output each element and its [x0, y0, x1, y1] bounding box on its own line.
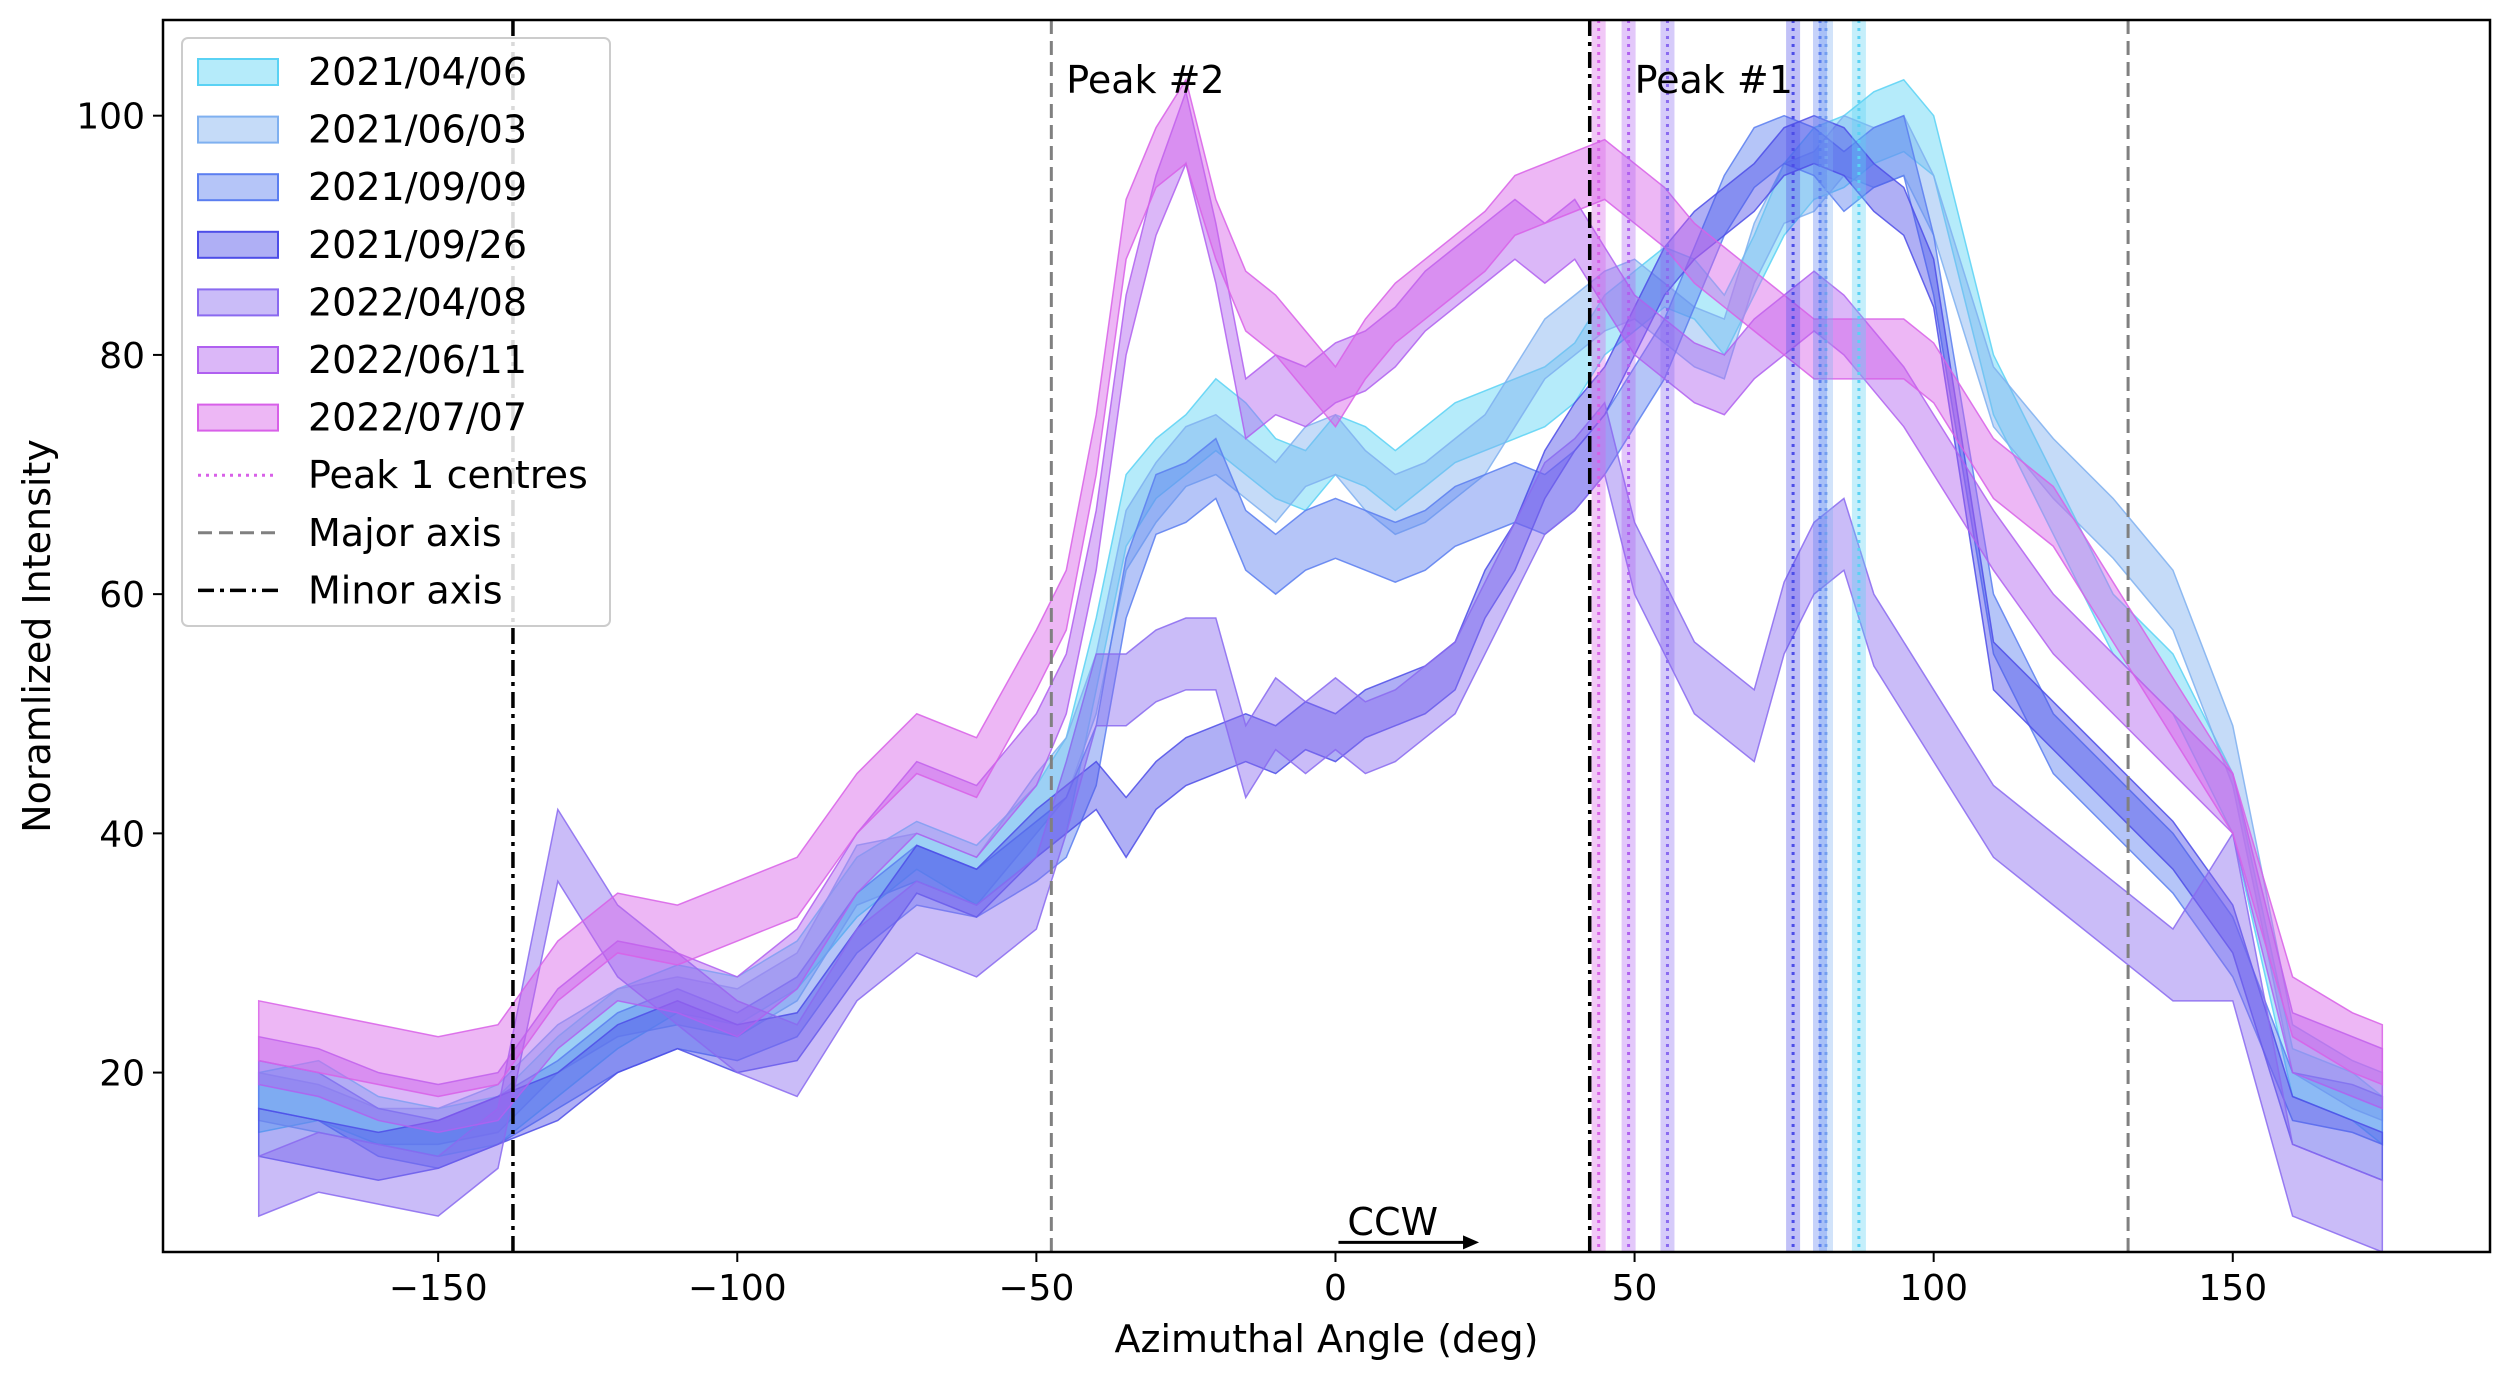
legend-label-peak-1-centres: Peak 1 centres [308, 453, 588, 497]
legend-swatch-2021-09-09 [197, 173, 279, 202]
legend-swatch-2021-06-03 [197, 115, 279, 144]
legend-box [181, 37, 611, 627]
legend-label-minor-axis: Minor axis [308, 568, 503, 612]
legend-swatch-2021-04-06 [197, 58, 279, 86]
band-layer [257, 77, 2384, 1252]
tick-layer: −150 −100 −50 0 50 100 150 20 40 60 80 100 [76, 97, 2267, 1309]
annotation-peak-2: Peak #2 [1066, 58, 1224, 102]
plot-frame [161, 18, 2492, 1254]
legend-label-2022-04-08: 2022/04/08 [308, 280, 527, 324]
band-2022-06-11 [257, 89, 2384, 1134]
legend-label-2021-09-26: 2021/09/26 [308, 223, 527, 267]
x-axis-label: Azimuthal Angle (deg) [1115, 1317, 1539, 1361]
legend-swatch-2022-07-07 [197, 403, 279, 432]
legend-label-2021-04-06: 2021/04/06 [308, 50, 527, 94]
legend: 2021/04/06 2021/06/03 2021/09/09 2021/09/26… [181, 37, 611, 627]
annotation-layer: Peak #2 Peak #1 CCW [1066, 58, 1793, 1250]
ccw-arrow-head [1463, 1235, 1480, 1250]
annotation-ccw: CCW [1347, 1200, 1438, 1244]
x-tick-label: −100 [688, 1268, 787, 1309]
legend-label-major-axis: Major axis [308, 511, 502, 555]
y-tick-label: 80 [99, 336, 145, 377]
band-2022-07-07 [257, 77, 2384, 1098]
y-axis-label: Noramlized Intensity [15, 439, 59, 833]
x-tick-label: −150 [389, 1268, 488, 1309]
peak-centre-layer [1591, 20, 1866, 1252]
legend-label-2022-07-07: 2022/07/07 [308, 396, 527, 440]
legend-label-2022-06-11: 2022/06/11 [308, 338, 527, 382]
x-tick-label: 100 [1899, 1268, 1968, 1309]
y-tick-label: 100 [76, 97, 145, 138]
legend-swatch-2022-06-11 [197, 346, 279, 374]
annotation-peak-1: Peak #1 [1635, 58, 1793, 102]
x-tick-label: 150 [2198, 1268, 2267, 1309]
legend-swatch-2021-09-26 [197, 230, 279, 259]
band-2022-04-08 [257, 401, 2384, 1252]
y-tick-label: 60 [99, 575, 145, 616]
x-tick-label: 50 [1612, 1268, 1658, 1309]
x-tick-label: 0 [1324, 1268, 1347, 1309]
legend-label-2021-09-09: 2021/09/09 [308, 165, 527, 209]
x-tick-label: −50 [998, 1268, 1074, 1309]
y-tick-label: 20 [99, 1054, 145, 1095]
y-tick-label: 40 [99, 814, 145, 855]
legend-label-2021-06-03: 2021/06/03 [308, 108, 527, 152]
legend-swatch-2022-04-08 [197, 288, 279, 317]
